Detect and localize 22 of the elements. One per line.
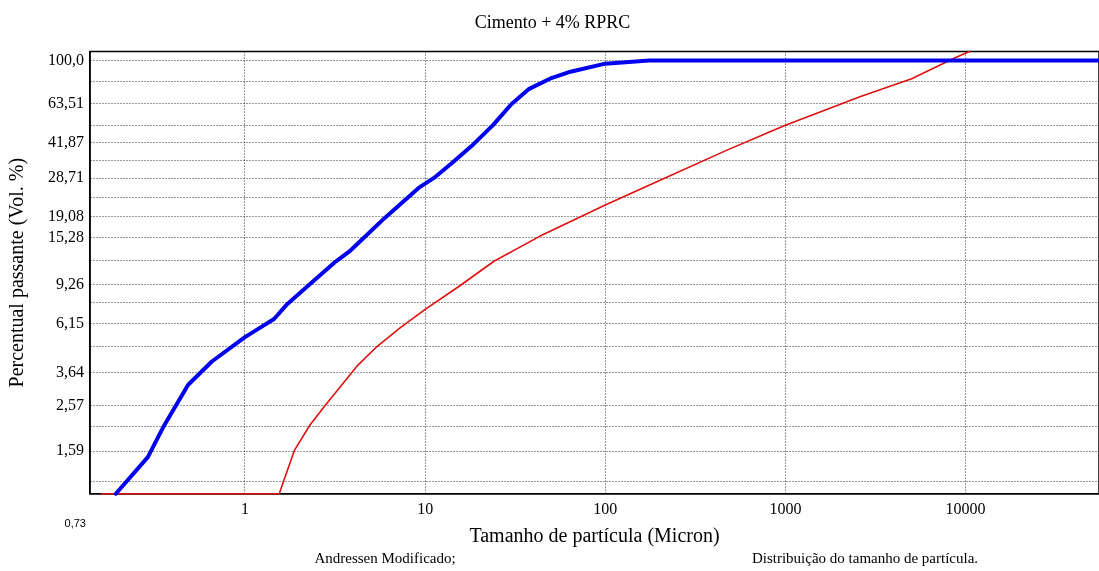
text: 0,73 [64,516,86,529]
y-tick-label: 3,64 [56,363,84,381]
y-tick-label: 63,51 [48,93,84,111]
x-tick-label: 100 [593,499,618,517]
y-tick-label: 6,15 [56,313,84,331]
x-tick-label: 10 [417,499,434,517]
text: Distribuição do tamanho de partícula. [751,549,979,566]
y-tick-label: 2,57 [56,395,84,413]
x-tick-label: 1 [240,499,249,517]
text: Andressen Modificado; [314,549,456,566]
x-tick-label: 1000 [769,499,802,517]
y-tick-label: 9,26 [56,275,84,293]
y-axis-title: Percentual passante (Vol. %) [5,157,29,388]
y-tick-label: 1,59 [56,441,84,459]
y-tick-label: 100,0 [48,50,84,68]
x-tick-label: 10000 [945,499,986,517]
y-tick-label: 19,08 [48,206,84,224]
x-axis-title: Tamanho de partícula (Micron) [469,524,720,548]
y-tick-label: 28,71 [48,168,84,186]
y-tick-label: 15,28 [48,227,84,245]
chart-title: Cimento + 4% RPRC [474,11,631,32]
y-tick-label: 41,87 [48,132,84,150]
